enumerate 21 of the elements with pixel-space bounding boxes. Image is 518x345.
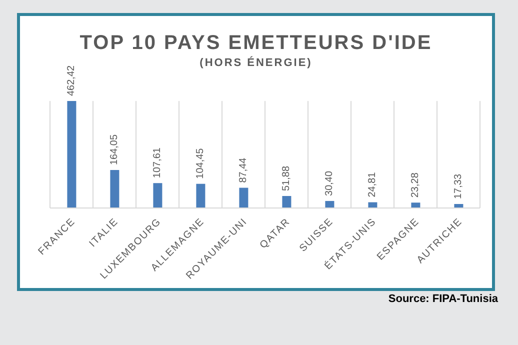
bar <box>325 200 334 208</box>
bar <box>196 184 206 208</box>
data-label: 107,61 <box>152 147 164 178</box>
chart-title: TOP 10 PAYS EMETTEURS D'IDE <box>78 32 434 55</box>
bar <box>67 101 76 208</box>
data-label: 462,42 <box>66 64 78 96</box>
bar <box>239 188 248 208</box>
bar <box>282 196 292 208</box>
bar <box>110 170 120 208</box>
data-label: 30,40 <box>324 170 336 196</box>
bar <box>411 202 420 208</box>
data-label: 24,81 <box>367 172 378 198</box>
chart-subtitle: (HORS ÉNERGIE) <box>200 57 312 69</box>
data-label: 23,28 <box>410 172 422 198</box>
data-label: 104,45 <box>195 148 206 179</box>
source-note: Source: FIPA-Tunisia <box>388 293 498 305</box>
data-label: 17,33 <box>453 174 464 199</box>
data-label: 87,44 <box>238 157 250 183</box>
data-label: 164,05 <box>109 134 120 166</box>
bar <box>153 183 162 208</box>
data-label: 51,88 <box>281 166 292 191</box>
